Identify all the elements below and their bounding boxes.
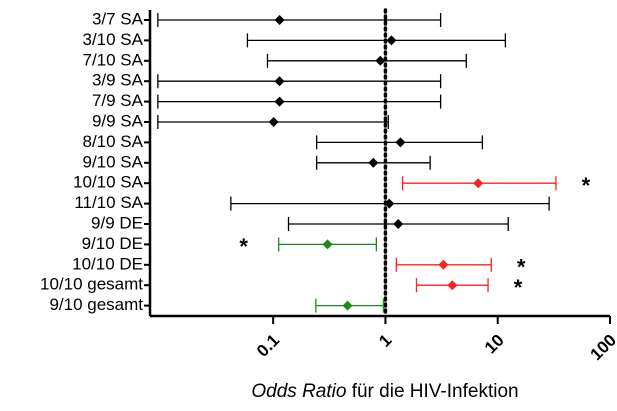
point <box>274 96 285 107</box>
y-tick-label: 10/10 gesamt <box>40 275 143 294</box>
point <box>274 15 285 25</box>
y-tick-label: 11/10 SA <box>74 193 143 212</box>
x-tick-label: 100 <box>587 331 617 364</box>
y-tick-label: 10/10 SA <box>73 173 144 192</box>
x-tick-label: 1 <box>375 331 395 351</box>
significance-marker: * <box>582 173 591 198</box>
y-tick-label: 9/10 DE <box>82 234 143 253</box>
x-axis-label: Odds Ratio für die HIV-Infektion <box>251 381 518 402</box>
point <box>438 259 449 270</box>
significance-marker: * <box>514 275 523 300</box>
point <box>473 178 484 189</box>
significance-marker: * <box>239 234 248 259</box>
y-tick-label: 10/10 DE <box>72 254 143 273</box>
y-tick-label: 7/10 SA <box>83 50 144 69</box>
point <box>395 137 406 148</box>
x-label-italic: Odds Ratio <box>251 381 346 402</box>
point <box>322 239 333 250</box>
x-label-rest: für die HIV-Infektion <box>346 381 518 402</box>
point <box>268 117 279 127</box>
y-tick-label: 3/10 SA <box>83 30 144 49</box>
y-tick-label: 3/7 SA <box>92 9 144 28</box>
y-tick-label: 8/10 SA <box>83 132 144 151</box>
point <box>342 300 353 311</box>
point <box>447 280 458 291</box>
point <box>393 219 404 229</box>
point <box>375 55 386 66</box>
point <box>386 35 397 46</box>
y-tick-label: 9/9 DE <box>91 213 143 232</box>
point <box>384 198 395 209</box>
significance-marker: * <box>517 255 526 280</box>
y-tick-label: 9/9 SA <box>92 111 144 130</box>
y-tick-label: 9/10 gesamt <box>49 295 143 314</box>
point <box>274 76 285 87</box>
y-tick-label: 9/10 SA <box>83 152 144 171</box>
x-tick-label: 0.1 <box>253 331 283 361</box>
y-tick-label: 3/9 SA <box>92 71 144 90</box>
point <box>368 157 379 168</box>
y-tick-label: 7/9 SA <box>92 91 144 110</box>
x-tick-label: 10 <box>481 331 508 358</box>
